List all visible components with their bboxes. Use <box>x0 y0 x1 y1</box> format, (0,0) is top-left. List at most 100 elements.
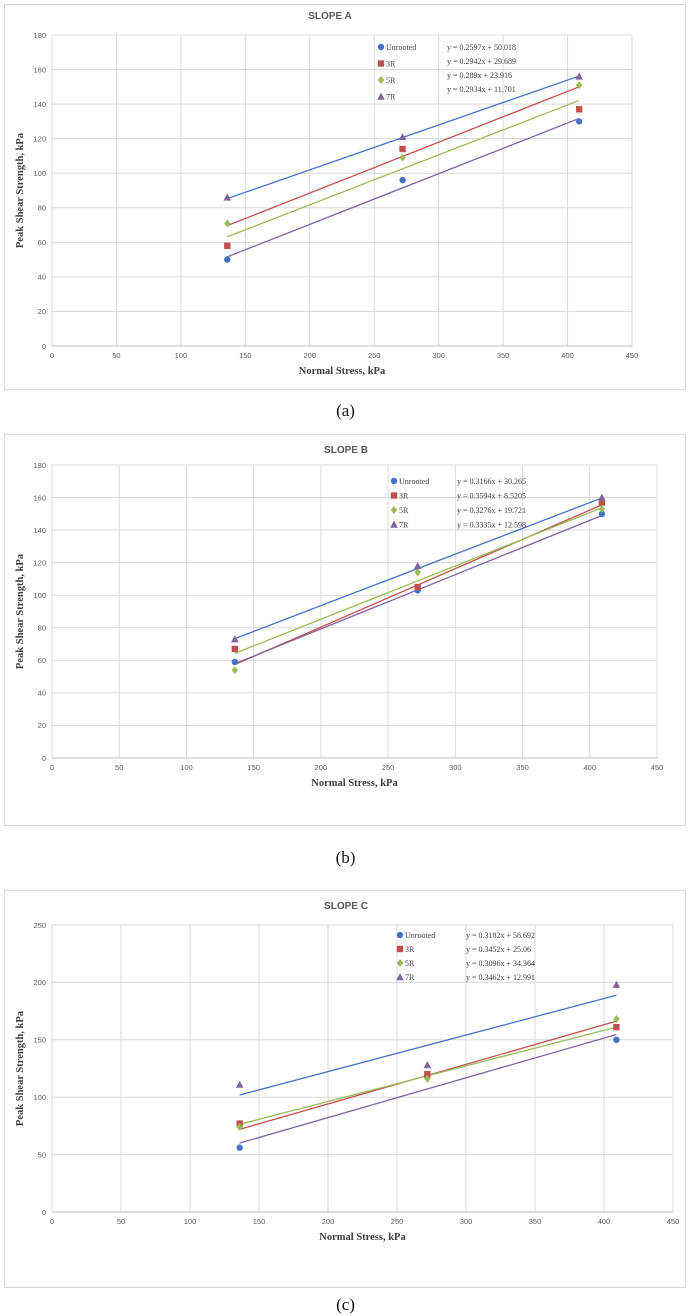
y-tick-label: 0 <box>42 754 46 763</box>
data-point-3r <box>224 242 231 249</box>
y-tick-label: 20 <box>38 721 46 730</box>
x-tick-label: 400 <box>561 351 574 360</box>
y-tick-label: 160 <box>33 65 46 74</box>
data-point-5r <box>424 1074 431 1083</box>
data-point-3r <box>424 1071 431 1078</box>
y-tick-label: 60 <box>38 656 46 665</box>
y-tick-label: 80 <box>38 204 46 213</box>
x-axis-label: Normal Stress, kPa <box>299 366 386 377</box>
chart-panel-slope-c: 0 50 100 150 200 250 0 50 100 150 200 250 300 350 400 4… <box>4 890 686 1288</box>
x-tick-label: 450 <box>651 763 664 772</box>
legend-marker-unrooted <box>396 931 404 939</box>
trendline-equation: y = 0.3182x + 58.692 <box>466 931 535 940</box>
legend-label: 3R <box>386 60 396 69</box>
data-point-7r <box>413 561 422 570</box>
x-tick-label: 150 <box>253 1217 266 1226</box>
legend-marker-3r <box>377 60 385 67</box>
y-tick-label: 60 <box>38 238 46 247</box>
y-axis-label: Peak Shear Strength, kPa <box>15 132 26 248</box>
x-tick-label: 300 <box>432 351 445 360</box>
data-point-unrooted <box>613 1036 620 1043</box>
data-point-3r <box>575 106 583 113</box>
x-tick-label: 450 <box>667 1217 680 1226</box>
legend-label: Unrooted <box>405 931 435 940</box>
x-axis-label: Normal Stress, kPa <box>311 778 398 789</box>
trendline-equation: y = 0.289x + 23.916 <box>447 71 512 80</box>
data-point-5r <box>575 81 583 90</box>
trendline-equation: y = 0.3276x + 19.721 <box>457 506 526 515</box>
y-tick-label: 140 <box>33 100 46 109</box>
x-tick-label: 200 <box>315 763 328 772</box>
data-point-3r <box>598 499 606 506</box>
trendline-equation: y = 0.3594x + 8.5205 <box>457 492 526 501</box>
chart-panel-slope-a: 0 20 40 60 80 100 120 140 160 180 0 50 100 150 200 250 3… <box>4 4 686 390</box>
data-point-unrooted <box>399 176 406 184</box>
x-tick-label: 100 <box>180 763 193 772</box>
trendline-equation: y = 0.3452x + 25.06 <box>466 945 531 954</box>
chart-svg-slope-c: 0 50 100 150 200 250 0 50 100 150 200 250 300 350 400 4… <box>15 901 680 1243</box>
trendline-equation: y = 0.2934x + 11.701 <box>447 85 516 94</box>
data-point-7r <box>398 132 407 141</box>
trendline-equation: y = 0.2597x + 50.018 <box>447 43 516 52</box>
chart-caption-a: (a) <box>336 401 355 420</box>
chart-svg-slope-b: 0 20 40 60 80 100 120 140 160 180 0 50 100 150 200 250 3… <box>15 445 664 789</box>
trendline-5r <box>234 507 603 654</box>
trendline-7r <box>239 1033 617 1144</box>
data-point-5r <box>236 1123 243 1132</box>
data-point-unrooted <box>224 256 231 263</box>
y-axis-label: Peak Shear Strength, kPa <box>15 553 26 669</box>
data-point-5r <box>414 568 421 577</box>
y-tick-label: 180 <box>33 461 46 470</box>
x-tick-label: 300 <box>460 1217 473 1226</box>
y-tick-label: 80 <box>38 624 46 633</box>
data-point-7r <box>231 635 239 643</box>
data-point-unrooted <box>231 658 239 666</box>
trendline-5r <box>227 99 580 238</box>
y-tick-label: 200 <box>33 978 46 987</box>
legend-marker-3r <box>396 945 404 953</box>
y-tick-label: 0 <box>42 1208 46 1217</box>
legend-label: 7R <box>405 973 415 982</box>
grid <box>51 924 674 1213</box>
chart-caption-c: (c) <box>336 1295 355 1314</box>
x-tick-label: 350 <box>516 763 529 772</box>
data-point-3r <box>613 1023 620 1031</box>
y-tick-label: 50 <box>38 1150 46 1159</box>
legend-marker-unrooted <box>377 43 385 51</box>
data-point-7r <box>598 493 606 501</box>
x-tick-label: 50 <box>115 763 123 772</box>
y-tick-label: 100 <box>33 591 46 600</box>
y-tick-label: 120 <box>33 558 46 567</box>
data-point-7r <box>612 980 621 988</box>
trendline-equation: y = 0.3166x + 30.265 <box>457 477 526 486</box>
chart-title: SLOPE A <box>308 11 352 22</box>
legend-marker-5r <box>396 959 404 967</box>
y-tick-label: 100 <box>33 169 46 178</box>
x-tick-label: 100 <box>184 1217 197 1226</box>
data-point-7r <box>575 72 583 80</box>
chart-title: SLOPE C <box>324 901 368 912</box>
data-point-5r <box>399 153 406 162</box>
trendline-equation: y = 0.3096x + 34.364 <box>466 959 535 968</box>
x-tick-label: 450 <box>626 351 639 360</box>
legend-label: Unrooted <box>386 43 416 52</box>
y-tick-label: 140 <box>33 526 46 535</box>
y-axis-label: Peak Shear Strength, kPa <box>15 1010 26 1126</box>
y-tick-label: 250 <box>33 921 46 930</box>
data-point-3r <box>399 145 406 153</box>
y-tick-label: 100 <box>33 1093 46 1102</box>
x-axis-label: Normal Stress, kPa <box>319 1232 406 1243</box>
x-tick-label: 0 <box>50 763 54 772</box>
legend-label: Unrooted <box>399 477 429 486</box>
data-point-7r <box>423 1061 432 1069</box>
legend-marker-7r <box>390 520 398 528</box>
x-tick-label: 250 <box>382 763 395 772</box>
x-tick-label: 200 <box>322 1217 335 1226</box>
legend-label: 3R <box>399 492 409 501</box>
legend-marker-unrooted <box>390 477 398 485</box>
data-point-5r <box>598 504 606 513</box>
y-tick-label: 120 <box>33 134 46 143</box>
x-tick-label: 150 <box>239 351 252 360</box>
legend-label: 5R <box>405 959 415 968</box>
x-tick-label: 0 <box>50 1217 54 1226</box>
